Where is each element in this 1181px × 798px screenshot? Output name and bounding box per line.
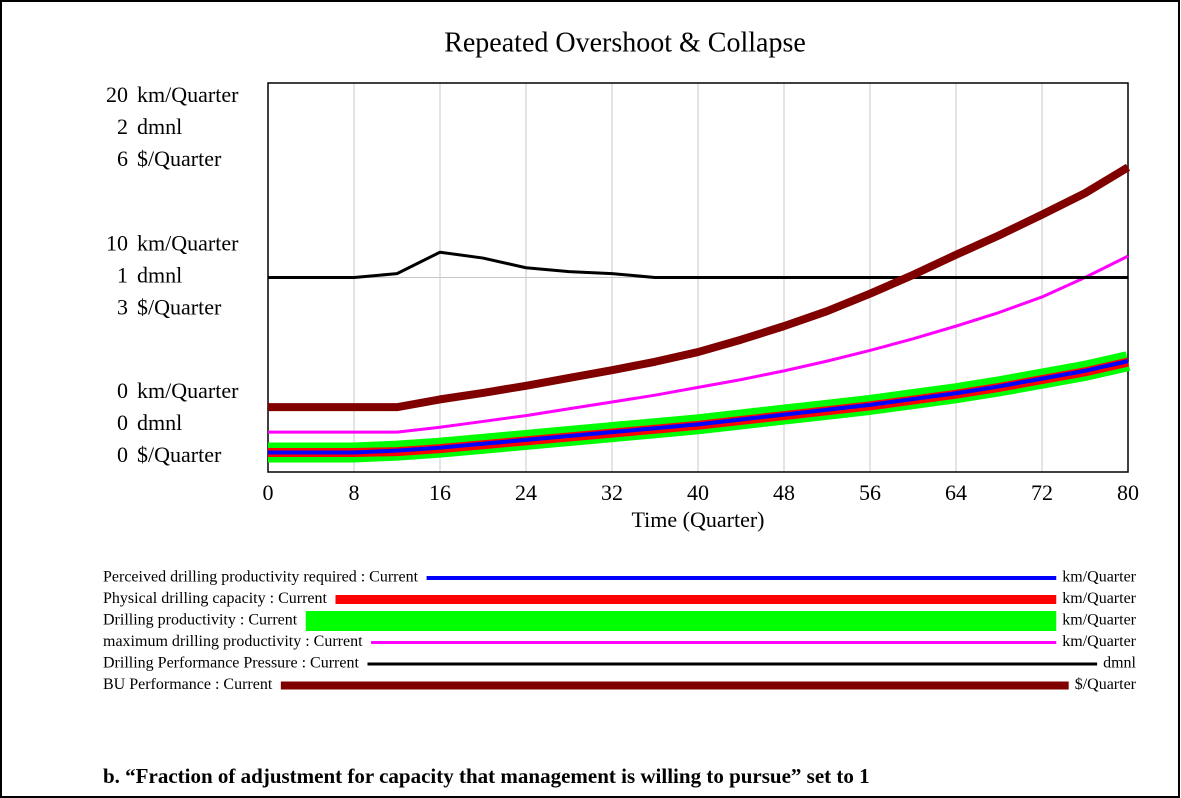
x-tick-label: 80	[1117, 480, 1139, 505]
y-axis-unit: $/Quarter	[137, 442, 222, 467]
legend-unit: km/Quarter	[1062, 590, 1136, 607]
y-tick-label: 6	[117, 146, 128, 171]
legend-unit: $/Quarter	[1075, 676, 1137, 693]
legend-unit: km/Quarter	[1062, 612, 1136, 629]
x-tick-label: 32	[601, 480, 623, 505]
y-tick-label: 10	[106, 231, 128, 256]
series-line	[268, 250, 1128, 279]
x-tick-label: 0	[263, 480, 274, 505]
legend-label: Physical drilling capacity : Current	[103, 590, 328, 607]
x-tick-label: 48	[773, 480, 795, 505]
legend-label: BU Performance : Current	[103, 676, 273, 693]
x-tick-label: 56	[859, 480, 881, 505]
y-tick-label: 3	[117, 295, 128, 320]
x-tick-label: 64	[945, 480, 967, 505]
legend-label: Drilling Performance Pressure : Current	[103, 655, 359, 672]
legend-label: Perceived drilling productivity required…	[103, 569, 419, 586]
y-axis-unit: km/Quarter	[137, 378, 239, 403]
y-axis-unit: km/Quarter	[137, 231, 239, 256]
y-tick-label: 0	[117, 410, 128, 435]
y-axis-unit: $/Quarter	[137, 295, 222, 320]
chart-title: Repeated Overshoot & Collapse	[444, 27, 806, 58]
y-tick-label: 2	[117, 114, 128, 139]
legend-unit: km/Quarter	[1062, 633, 1136, 650]
legend-label: Drilling productivity : Current	[103, 612, 298, 629]
y-tick-label: 0	[117, 442, 128, 467]
y-axis-unit: dmnl	[137, 263, 182, 288]
x-tick-label: 24	[515, 480, 537, 505]
y-axis-unit: $/Quarter	[137, 146, 222, 171]
y-tick-label: 1	[117, 263, 128, 288]
y-axis-unit: km/Quarter	[137, 82, 239, 107]
caption: b. “Fraction of adjustment for capacity …	[103, 764, 870, 788]
y-tick-label: 0	[117, 378, 128, 403]
x-tick-label: 40	[687, 480, 709, 505]
y-tick-label: 20	[106, 82, 128, 107]
legend-unit: dmnl	[1103, 655, 1136, 672]
legend-label: maximum drilling productivity : Current	[103, 633, 363, 650]
legend-unit: km/Quarter	[1062, 569, 1136, 586]
series-line	[268, 254, 1129, 434]
series-line	[268, 163, 1131, 412]
y-axis-unit: dmnl	[137, 114, 182, 139]
y-axis-unit: dmnl	[137, 410, 182, 435]
x-tick-label: 16	[429, 480, 451, 505]
x-tick-label: 72	[1031, 480, 1053, 505]
series-line	[268, 359, 1129, 455]
x-tick-label: 8	[349, 480, 360, 505]
x-axis-label: Time (Quarter)	[632, 507, 765, 532]
